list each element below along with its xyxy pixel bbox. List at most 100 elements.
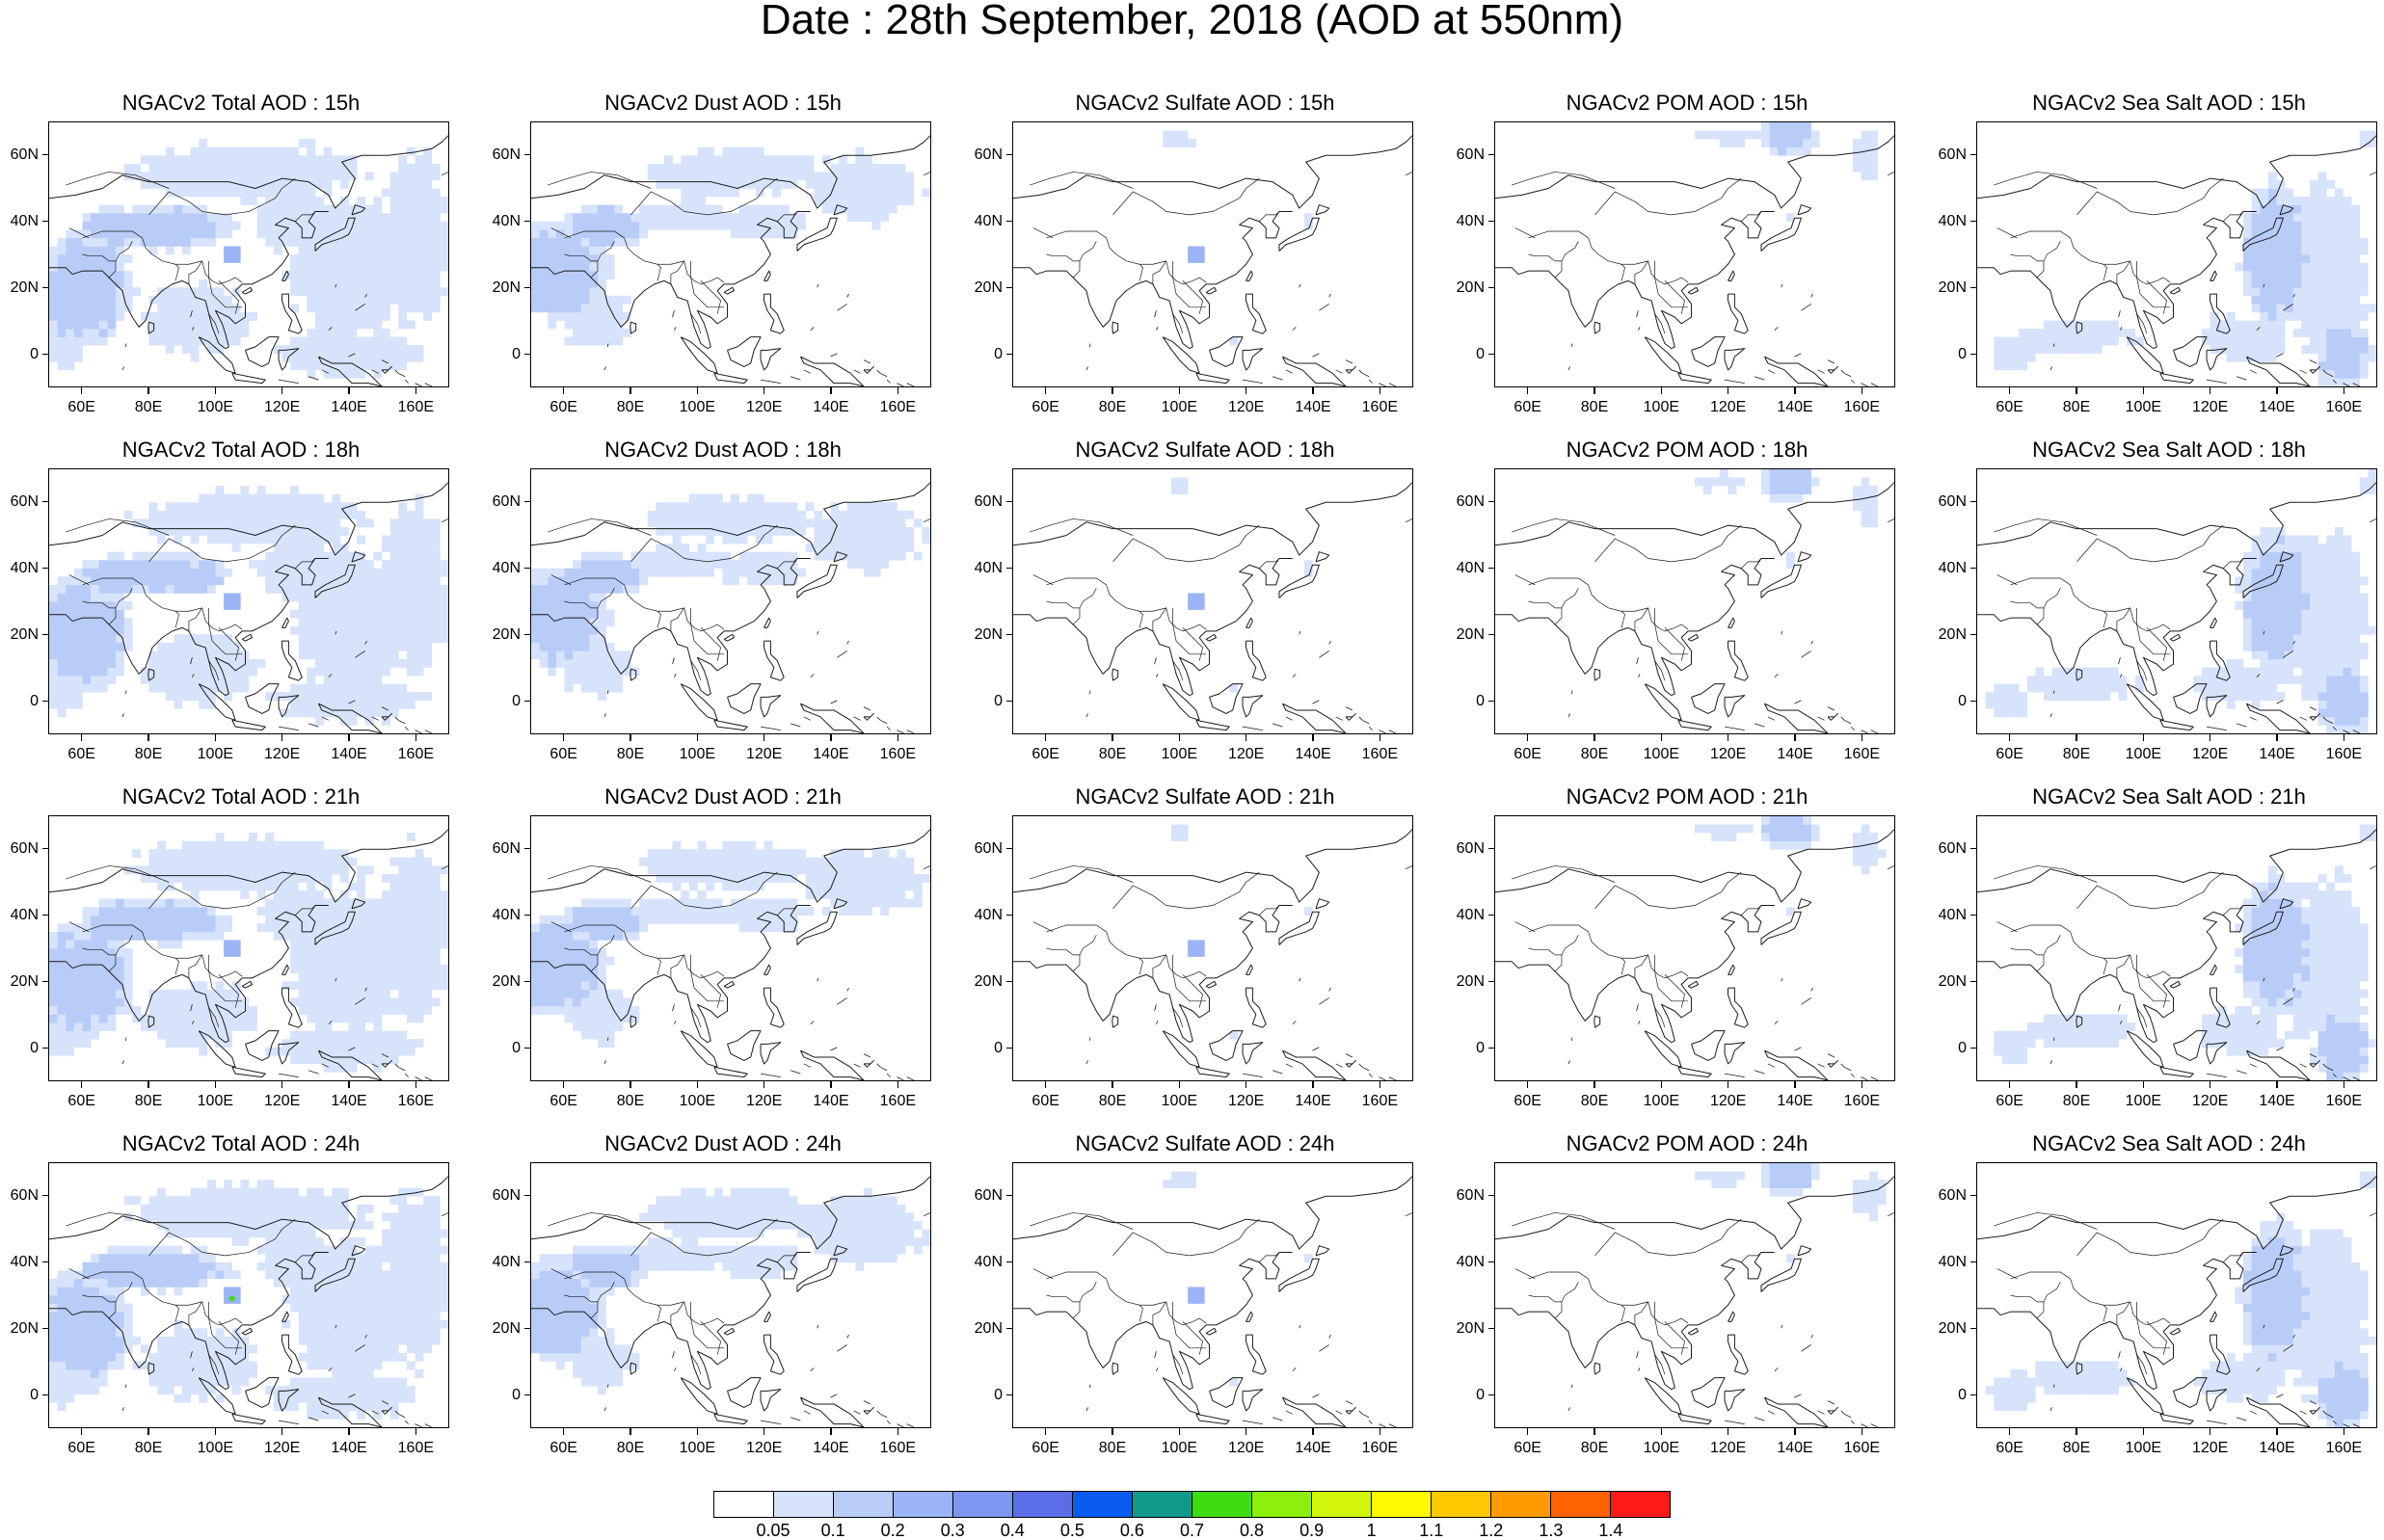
aod-cell: [697, 502, 706, 511]
aod-cell: [2243, 560, 2252, 569]
aod-cell: [556, 238, 565, 247]
aod-cell: [207, 536, 216, 544]
aod-cell: [390, 634, 399, 643]
latitude-label: 0: [1446, 693, 1485, 710]
aod-cell: [249, 536, 257, 544]
island: [2050, 366, 2052, 369]
aod-cell: [556, 634, 565, 643]
longitude-tick: [2210, 387, 2211, 394]
aod-cell: [340, 973, 349, 982]
aod-cell: [2019, 354, 2027, 362]
island: [442, 518, 448, 521]
aod-cell: [124, 932, 133, 941]
aod-cell: [681, 172, 689, 180]
island: [425, 730, 432, 733]
coastline: [728, 684, 762, 714]
aod-cell: [365, 676, 374, 684]
aod-cell: [589, 601, 598, 610]
aod-cell: [66, 990, 74, 998]
aod-cell: [332, 279, 340, 288]
aod-cell: [99, 337, 108, 346]
aod-cell: [2285, 659, 2293, 668]
aod-cell: [290, 271, 299, 279]
map-frame: [48, 815, 449, 1081]
aod-cell: [2343, 312, 2351, 321]
aod-cell: [2293, 312, 2302, 321]
aod-cell: [340, 263, 349, 272]
aod-cell: [565, 246, 574, 254]
aod-cell: [398, 569, 407, 577]
aod-cell: [664, 518, 673, 527]
aod-cell: [191, 213, 200, 222]
aod-cell: [739, 147, 748, 156]
aod-cell: [382, 618, 390, 626]
aod-cell: [432, 576, 441, 585]
aod-cell: [1869, 502, 1878, 511]
aod-cell: [581, 643, 590, 651]
aod-cell: [91, 271, 99, 279]
aod-cell: [58, 1039, 67, 1048]
aod-cell: [66, 1048, 74, 1056]
aod-cell: [2293, 197, 2302, 205]
aod-cell: [2002, 361, 2011, 370]
latitude-label: 20N: [482, 279, 521, 297]
aod-cell: [573, 659, 581, 668]
aod-cell: [2335, 238, 2344, 247]
aod-cell: [573, 254, 581, 263]
aod-cell: [107, 659, 116, 668]
aod-cell: [99, 610, 108, 619]
aod-cell: [1753, 131, 1761, 140]
aod-cell: [349, 576, 358, 585]
coastline: [1761, 218, 1801, 251]
aod-cell: [382, 189, 390, 198]
aod-cell: [2285, 569, 2293, 577]
aod-cell: [440, 593, 448, 601]
aod-cell: [107, 932, 116, 941]
aod-cell: [531, 279, 540, 288]
aod-cell: [2243, 626, 2252, 635]
aod-cell: [349, 1039, 358, 1048]
aod-cell: [224, 518, 232, 527]
aod-cell: [215, 229, 224, 238]
aod-cell: [349, 1031, 358, 1040]
aod-cell: [614, 560, 623, 569]
aod-cell: [905, 544, 914, 552]
aod-cell: [382, 304, 390, 312]
island: [604, 713, 606, 716]
aod-cell: [290, 254, 299, 263]
aod-cell: [1853, 155, 1862, 164]
aod-cell: [49, 1039, 58, 1048]
aod-cell: [681, 502, 689, 511]
aod-cell: [282, 544, 291, 552]
aod-cell: [232, 883, 241, 891]
aod-cell: [157, 518, 166, 527]
aod-cell: [415, 287, 423, 296]
aod-cell: [2343, 717, 2351, 726]
aod-cell: [2351, 601, 2360, 610]
aod-cell: [307, 618, 315, 626]
aod-cell: [2318, 692, 2327, 701]
aod-cell: [1728, 486, 1737, 494]
aod-cell: [390, 296, 399, 305]
aod-cell: [49, 618, 58, 626]
aod-cell: [2252, 213, 2261, 222]
aod-cell: [332, 494, 340, 503]
latitude-tick: [1970, 568, 1976, 570]
aod-cell: [382, 229, 390, 238]
island: [817, 284, 818, 287]
aod-cell: [240, 155, 249, 164]
aod-cell: [2343, 536, 2351, 544]
aod-cell: [74, 296, 83, 305]
aod-cell: [864, 213, 872, 222]
aod-cell: [2343, 560, 2351, 569]
aod-cell: [315, 692, 324, 701]
aod-cell: [2285, 610, 2293, 619]
aod-cell: [99, 676, 108, 684]
aod-cell: [440, 601, 448, 610]
aod-cell: [66, 229, 74, 238]
aod-cell: [2360, 684, 2369, 693]
aod-cell: [432, 618, 441, 626]
aod-cell: [182, 990, 191, 998]
aod-cell: [83, 585, 92, 594]
aod-cell: [382, 990, 390, 998]
